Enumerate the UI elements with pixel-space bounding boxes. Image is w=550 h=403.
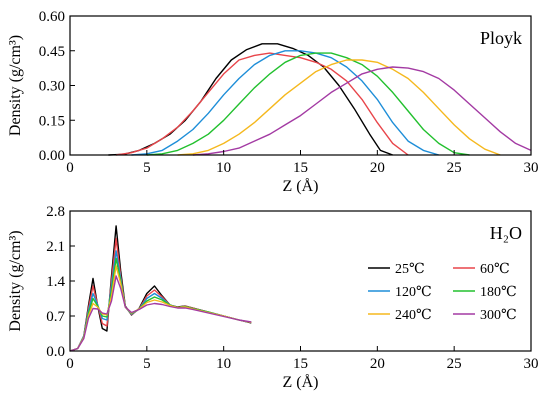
series-line-300C xyxy=(69,275,252,352)
y-tick-label: 2.1 xyxy=(46,239,65,255)
x-tick-label: 10 xyxy=(216,356,231,372)
y-axis-title: Density (g/cm³) xyxy=(7,35,24,136)
density-panel-water: 0 5 10 15 20 25 30 0.0 0.7 1.4 2.1 2.8 H₂O Z (Å) De… xyxy=(7,204,539,391)
legend-label-180C: 180℃ xyxy=(480,285,517,300)
x-tick-label: 20 xyxy=(370,160,385,176)
series-line-120C xyxy=(131,50,440,156)
legend-label-120C: 120℃ xyxy=(395,285,432,300)
plot-frame xyxy=(69,15,532,156)
series-line-180C xyxy=(146,52,470,156)
x-tick-label: 5 xyxy=(143,356,151,372)
y-tick-label: 0.60 xyxy=(39,9,65,25)
x-tick-label: 0 xyxy=(66,356,74,372)
series-line-60C xyxy=(69,237,252,352)
y-tick-label: 0.00 xyxy=(39,148,65,164)
y-tick-label: 2.8 xyxy=(46,204,65,220)
panel-label: H₂O xyxy=(490,223,522,243)
y-tick-label: 1.4 xyxy=(46,274,65,290)
x-axis-title: Z (Å) xyxy=(283,177,319,195)
legend-label-300C: 300℃ xyxy=(480,308,517,323)
x-tick-label: 25 xyxy=(447,356,462,372)
plot-frame xyxy=(69,210,532,352)
x-tick-label: 10 xyxy=(216,160,231,176)
legend-label-25C: 25℃ xyxy=(395,262,425,277)
legend-label-240C: 240℃ xyxy=(395,308,432,323)
series-line-60C xyxy=(115,52,409,156)
panel-label: Ployk xyxy=(480,28,522,48)
legend-label-60C: 60℃ xyxy=(480,262,510,277)
density-panel-ployk: 0 5 10 15 20 25 30 0.00 0.15 0.30 0.45 0.60 Ployk Z… xyxy=(7,9,539,195)
x-tick-label: 30 xyxy=(524,160,539,176)
y-tick-label: 0.7 xyxy=(46,309,65,325)
y-axis-title: Density (g/cm³) xyxy=(7,230,24,331)
y-tick-label: 0.45 xyxy=(39,44,65,60)
x-tick-label: 20 xyxy=(370,356,385,372)
x-tick-label: 0 xyxy=(66,160,74,176)
x-tick-label: 15 xyxy=(293,160,308,176)
x-tick-label: 15 xyxy=(293,356,308,372)
series-line-25C xyxy=(69,225,252,352)
y-tick-label: 0.30 xyxy=(39,79,65,95)
x-tick-label: 30 xyxy=(524,356,539,372)
x-axis-title: Z (Å) xyxy=(283,373,319,391)
y-tick-label: 0.0 xyxy=(46,344,65,360)
x-tick-label: 25 xyxy=(447,160,462,176)
series-line-300C xyxy=(192,66,532,156)
y-tick-label: 0.15 xyxy=(39,113,65,129)
x-tick-label: 5 xyxy=(143,160,151,176)
series-line-240C xyxy=(177,59,501,156)
legend: 25℃ 60℃ 120℃ 180℃ 240℃ 300℃ xyxy=(368,262,517,323)
